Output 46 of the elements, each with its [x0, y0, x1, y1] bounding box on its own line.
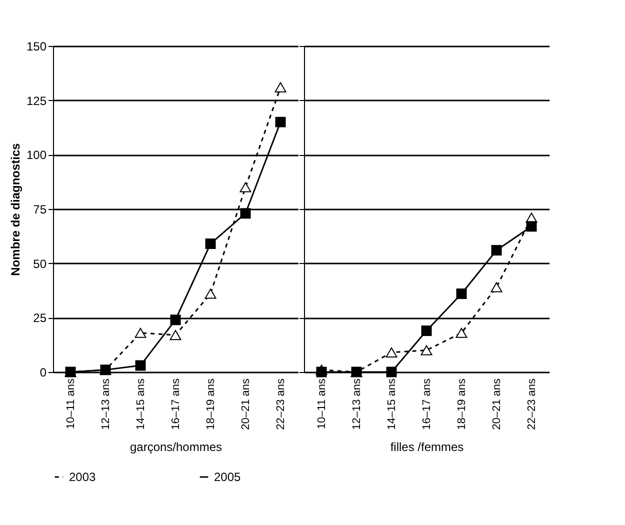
point — [205, 238, 216, 250]
point — [240, 208, 251, 219]
x-tick-label: 14–15 ans — [135, 378, 147, 430]
y-tick-label: 0 — [40, 366, 47, 380]
x-tick-label: 18–19 ans — [456, 378, 468, 430]
point — [170, 314, 181, 326]
x-tick-label: 10–11 ans — [65, 378, 77, 430]
x-tick-label: 22–23 ans — [275, 378, 287, 430]
x-tick-label: 16–17 ans — [421, 378, 433, 430]
x-axis-title: filles /femmes — [390, 440, 464, 454]
point — [274, 82, 286, 92]
y-tick-label: 150 — [26, 40, 47, 54]
point — [275, 116, 286, 128]
point — [526, 221, 537, 232]
point — [170, 330, 182, 340]
point — [316, 366, 327, 378]
point — [421, 325, 432, 336]
point — [491, 245, 502, 256]
y-tick-label: 50 — [33, 256, 47, 271]
point — [204, 288, 216, 299]
x-tick-label: 12–13 ans — [351, 378, 363, 430]
point — [240, 182, 252, 192]
point — [386, 366, 397, 378]
x-tick-label: 22–23 ans — [526, 378, 538, 430]
x-tick-label: 20–21 ans — [240, 378, 252, 430]
y-tick-label: 25 — [33, 311, 47, 326]
x-tick-label: 16–17 ans — [170, 378, 182, 430]
point — [420, 345, 432, 356]
x-tick-label: 12–13 ans — [100, 378, 112, 430]
y-tick-label: 125 — [26, 94, 47, 108]
y-tick-label: 100 — [26, 148, 47, 162]
x-tick-label: 10–11 ans — [316, 378, 328, 430]
legend-label: 2005 — [214, 470, 242, 484]
x-tick-label: 18–19 ans — [205, 378, 217, 430]
y-tick-label: 75 — [33, 202, 47, 216]
point — [135, 360, 146, 371]
point — [490, 282, 502, 292]
x-axis-title: garçons/hommes — [130, 440, 222, 454]
y-axis-title: Nombre de diagnostics — [8, 142, 22, 276]
point — [456, 288, 467, 300]
x-tick-label: 14–15 ans — [386, 378, 398, 430]
point — [386, 347, 398, 358]
x-tick-label: 20–21 ans — [491, 378, 503, 430]
legend-label: 2003 — [69, 470, 96, 484]
point — [134, 328, 146, 338]
point — [456, 328, 468, 338]
